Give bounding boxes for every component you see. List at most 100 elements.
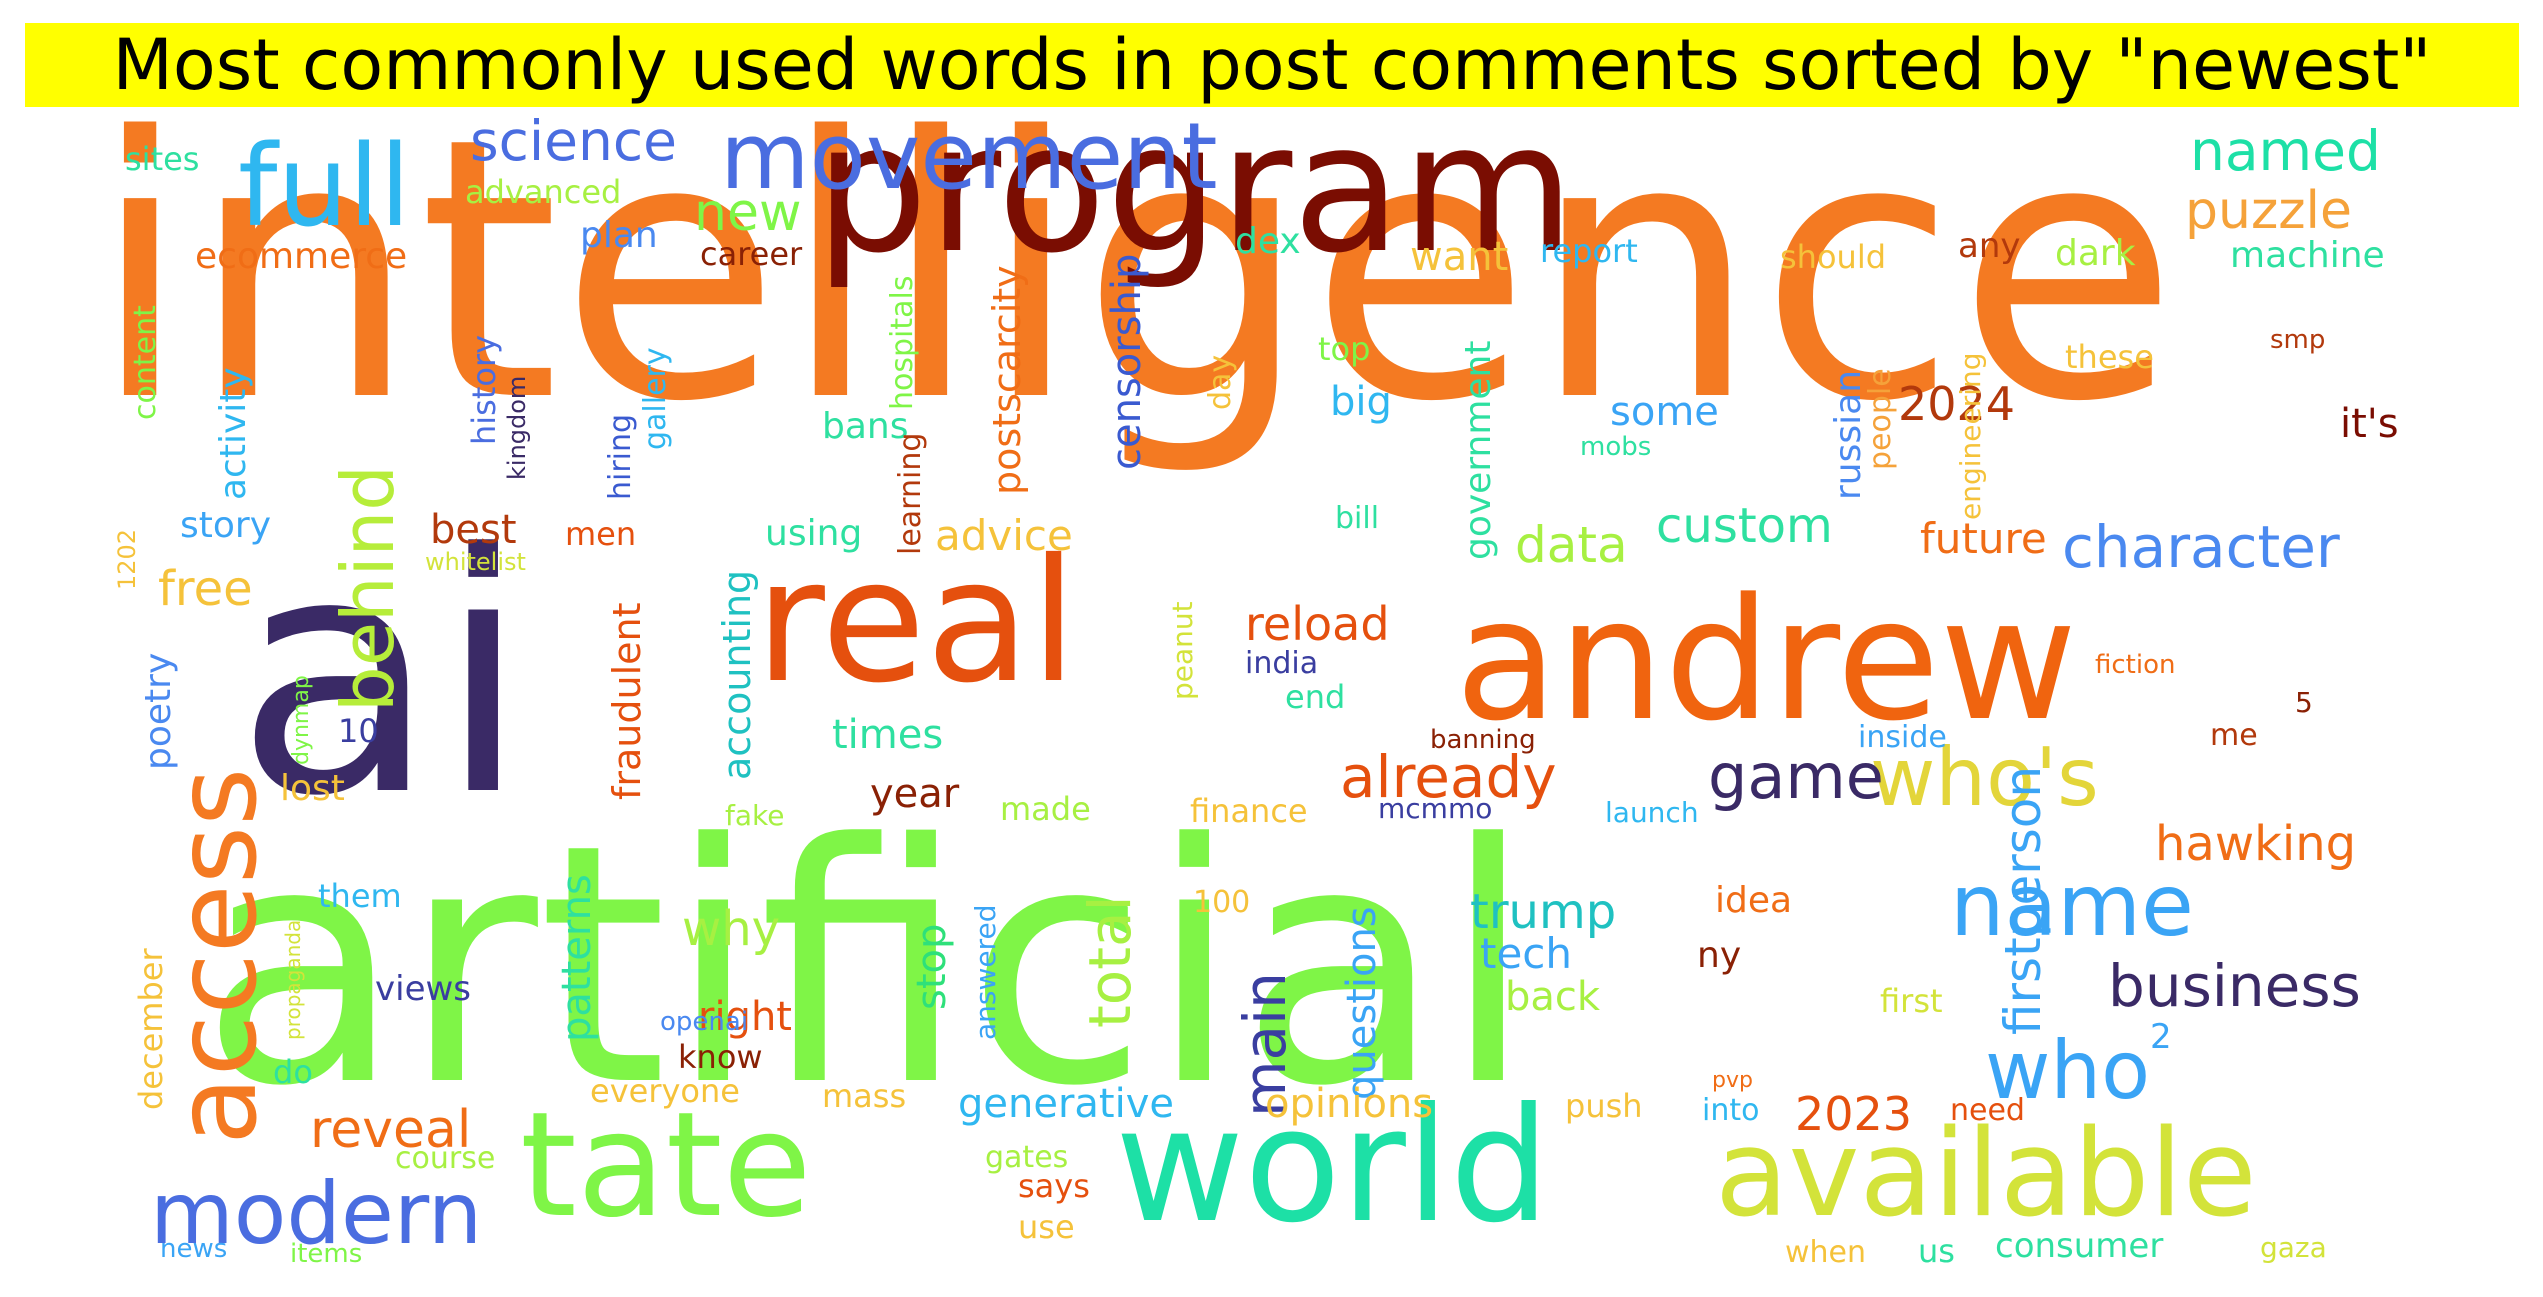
word-want: want: [1410, 234, 1508, 280]
word-made: made: [1000, 790, 1091, 828]
word-need: need: [1950, 1093, 2025, 1128]
word-push: push: [1565, 1087, 1643, 1125]
word-kingdom: kingdom: [503, 376, 531, 480]
word-pvp: pvp: [1712, 1068, 1753, 1093]
word-openai: openai: [660, 1007, 748, 1037]
word-fake: fake: [725, 799, 784, 832]
word-advanced: advanced: [465, 173, 621, 211]
word-big: big: [1330, 379, 1392, 425]
word-free: free: [158, 561, 253, 617]
word-some: some: [1610, 389, 1719, 435]
word-top: top: [1318, 330, 1370, 368]
word-why: why: [682, 901, 780, 957]
word-story: story: [180, 505, 271, 546]
word-hospitals: hospitals: [885, 276, 920, 411]
word-fiction: fiction: [2095, 650, 2175, 680]
word-firstperson: firstperson: [1994, 766, 2052, 1035]
word-content: content: [128, 305, 163, 420]
word-consumer: consumer: [1995, 1226, 2163, 1266]
word-answered: answered: [969, 904, 1002, 1040]
word-game: game: [1708, 740, 1884, 813]
word-science: science: [470, 109, 677, 173]
word-december: december: [132, 948, 170, 1110]
word-poetry: poetry: [138, 653, 179, 770]
word-2024: 2024: [1898, 377, 2015, 431]
word-puzzle: puzzle: [2185, 181, 2352, 241]
word-total: total: [1076, 895, 1144, 1028]
word-end: end: [1285, 678, 1345, 716]
word-year: year: [870, 771, 960, 817]
word-10: 10: [338, 712, 379, 750]
word-india: india: [1245, 646, 1318, 681]
word-opinions: opinions: [1265, 1081, 1433, 1127]
word-tech: tech: [1480, 929, 1572, 978]
word-business: business: [2108, 952, 2361, 1020]
word-banning: banning: [1430, 725, 1536, 755]
word-available: available: [1715, 1105, 2257, 1244]
word-new: new: [694, 183, 801, 243]
word-says: says: [1018, 1167, 1090, 1205]
word-should: should: [1780, 238, 1886, 276]
word-career: career: [700, 235, 803, 273]
word-already: already: [1340, 743, 1557, 811]
word-dark: dark: [2055, 233, 2136, 274]
word-who-s: who's: [1870, 731, 2099, 824]
word-real: real: [755, 523, 1077, 721]
word-bill: bill: [1335, 501, 1379, 536]
word-views: views: [375, 969, 471, 1009]
word-dex: dex: [1235, 221, 1301, 262]
word-government: government: [1458, 341, 1499, 560]
word-mass: mass: [822, 1077, 906, 1115]
word-gates: gates: [985, 1140, 1068, 1175]
word-hiring: hiring: [603, 414, 638, 500]
word-mcmmo: mcmmo: [1378, 792, 1492, 825]
word-plan: plan: [580, 215, 658, 256]
word-history: history: [465, 335, 503, 445]
word-ai: ai: [235, 484, 529, 868]
word-inside: inside: [1858, 720, 1947, 755]
word-back: back: [1505, 974, 1601, 1020]
word-2023: 2023: [1795, 1087, 1912, 1141]
word-items: items: [290, 1239, 362, 1269]
word-idea: idea: [1715, 880, 1792, 921]
word-reload: reload: [1245, 597, 1390, 651]
word-using: using: [765, 513, 862, 554]
word-these: these: [2065, 338, 2154, 376]
word-advice: advice: [935, 511, 1073, 560]
word-any: any: [1958, 226, 2021, 266]
word-use: use: [1018, 1208, 1075, 1246]
word-postscarcity: postscarcity: [985, 265, 1029, 495]
word-report: report: [1540, 232, 1638, 270]
word-named: named: [2190, 119, 2381, 183]
word-hawking: hawking: [2155, 816, 2356, 872]
word-custom: custom: [1656, 498, 1833, 554]
word-engineering: engineering: [1954, 352, 1987, 520]
word-peanut: peanut: [1166, 601, 1199, 700]
word-artificial: artificial: [200, 774, 1534, 1158]
word-main: main: [1231, 972, 1299, 1117]
word-news: news: [160, 1234, 227, 1264]
word-ny: ny: [1697, 935, 1741, 976]
word-best: best: [430, 507, 517, 553]
chart-title: Most commonly used words in post comment…: [112, 24, 2432, 106]
word-intelligence: intelligence: [90, 61, 2178, 480]
word-1202: 1202: [113, 529, 141, 590]
word-data: data: [1515, 516, 1628, 574]
word-gallery: gallery: [638, 347, 673, 450]
word-times: times: [832, 712, 943, 758]
word-it-s: it's: [2340, 401, 2399, 447]
word-course: course: [395, 1141, 495, 1176]
word-lost: lost: [280, 768, 345, 809]
word-into: into: [1702, 1093, 1759, 1128]
word-when: when: [1785, 1235, 1866, 1270]
word-bans: bans: [822, 406, 908, 447]
title-band: Most commonly used words in post comment…: [25, 23, 2519, 107]
word-movement: movement: [720, 103, 1218, 210]
word-stop: stop: [909, 924, 955, 1010]
word-access: access: [152, 768, 282, 1145]
word-questions: questions: [1339, 906, 1385, 1100]
word-trump: trump: [1470, 884, 1616, 940]
word-2: 2: [2150, 1017, 2172, 1057]
word-first: first: [1880, 982, 1943, 1020]
